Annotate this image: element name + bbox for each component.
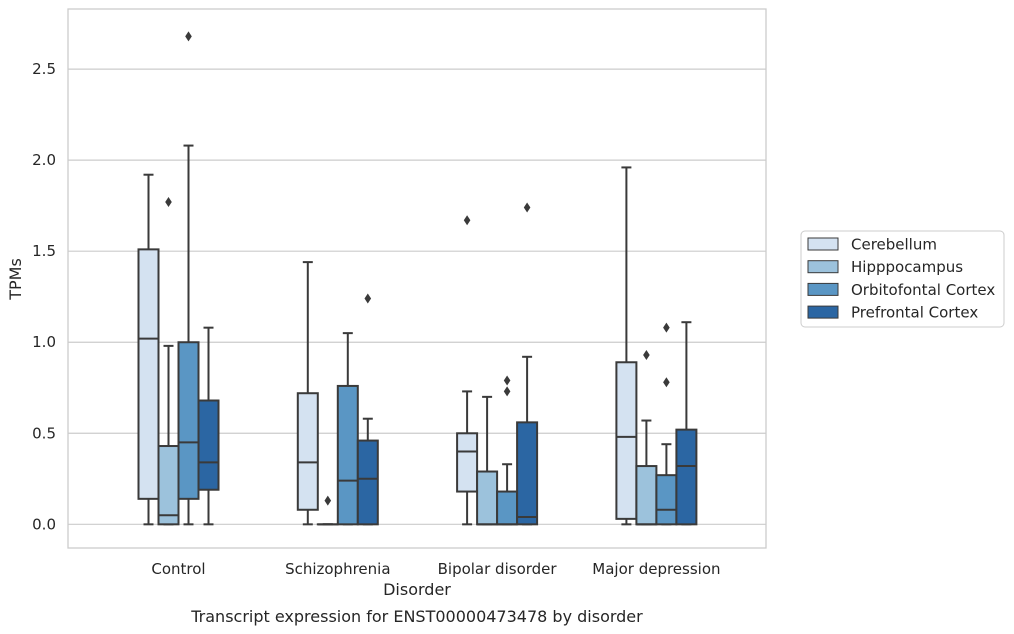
outlier-point [185,31,192,42]
x-tick-label: Bipolar disorder [438,560,558,578]
box-group [615,166,698,526]
legend-label: Hipppocampus [851,258,963,276]
outlier-point [503,375,511,386]
legend-frame [800,230,1005,328]
y-tick-label: 2.5 [32,60,56,78]
x-tick-label: Control [151,560,205,578]
legend-label: Cerebellum [851,236,937,254]
box [197,399,220,491]
legend-label: Prefrontal Cortex [851,304,978,322]
box [516,421,539,526]
legend-swatch [807,237,839,251]
box [635,465,658,526]
box-group [296,261,379,526]
box [157,445,180,526]
box [496,490,519,526]
box [137,248,160,500]
box [356,439,379,526]
y-tick-label: 2.0 [32,151,56,169]
y-tick-label: 1.5 [32,242,56,260]
plot-area-frame [67,8,767,549]
box [336,384,359,526]
box [675,428,698,526]
y-tick-label: 1.0 [32,333,56,351]
legend-swatch [807,282,839,296]
box-groups [137,31,698,526]
outlier-point [523,202,531,213]
outlier-point [463,215,471,226]
y-tick-label: 0.0 [32,515,56,533]
box-group [137,31,220,526]
y-axis-label: TPMs [6,258,25,301]
outlier-point [324,495,332,506]
outlier-point [503,386,511,397]
x-axis-label: Disorder [383,580,451,599]
legend: Cerebellum Hipppocampus Orbitofontal Corte… [800,230,1005,328]
box [456,432,479,493]
box [177,341,200,500]
x-axis-ticks: Control Schizophrenia Bipolar disorder Majo… [151,560,720,578]
box [296,392,319,511]
box [655,474,678,526]
outlier-point [364,293,372,304]
legend-label: Orbitofontal Cortex [851,281,995,299]
chart-caption: Transcript expression for ENST0000047347… [190,607,643,626]
box [615,361,638,520]
outlier-point [663,322,670,333]
outlier-point [165,197,172,208]
x-tick-label: Major depression [592,560,720,578]
box-group [456,202,539,526]
legend-swatch [807,305,839,319]
x-tick-label: Schizophrenia [285,560,390,578]
legend-swatch [807,260,839,274]
outlier-point [663,377,670,388]
box [476,470,499,526]
y-tick-label: 0.5 [32,424,56,442]
y-axis-ticks: 0.0 0.5 1.0 1.5 2.0 2.5 [32,60,56,533]
outlier-point [643,349,650,360]
